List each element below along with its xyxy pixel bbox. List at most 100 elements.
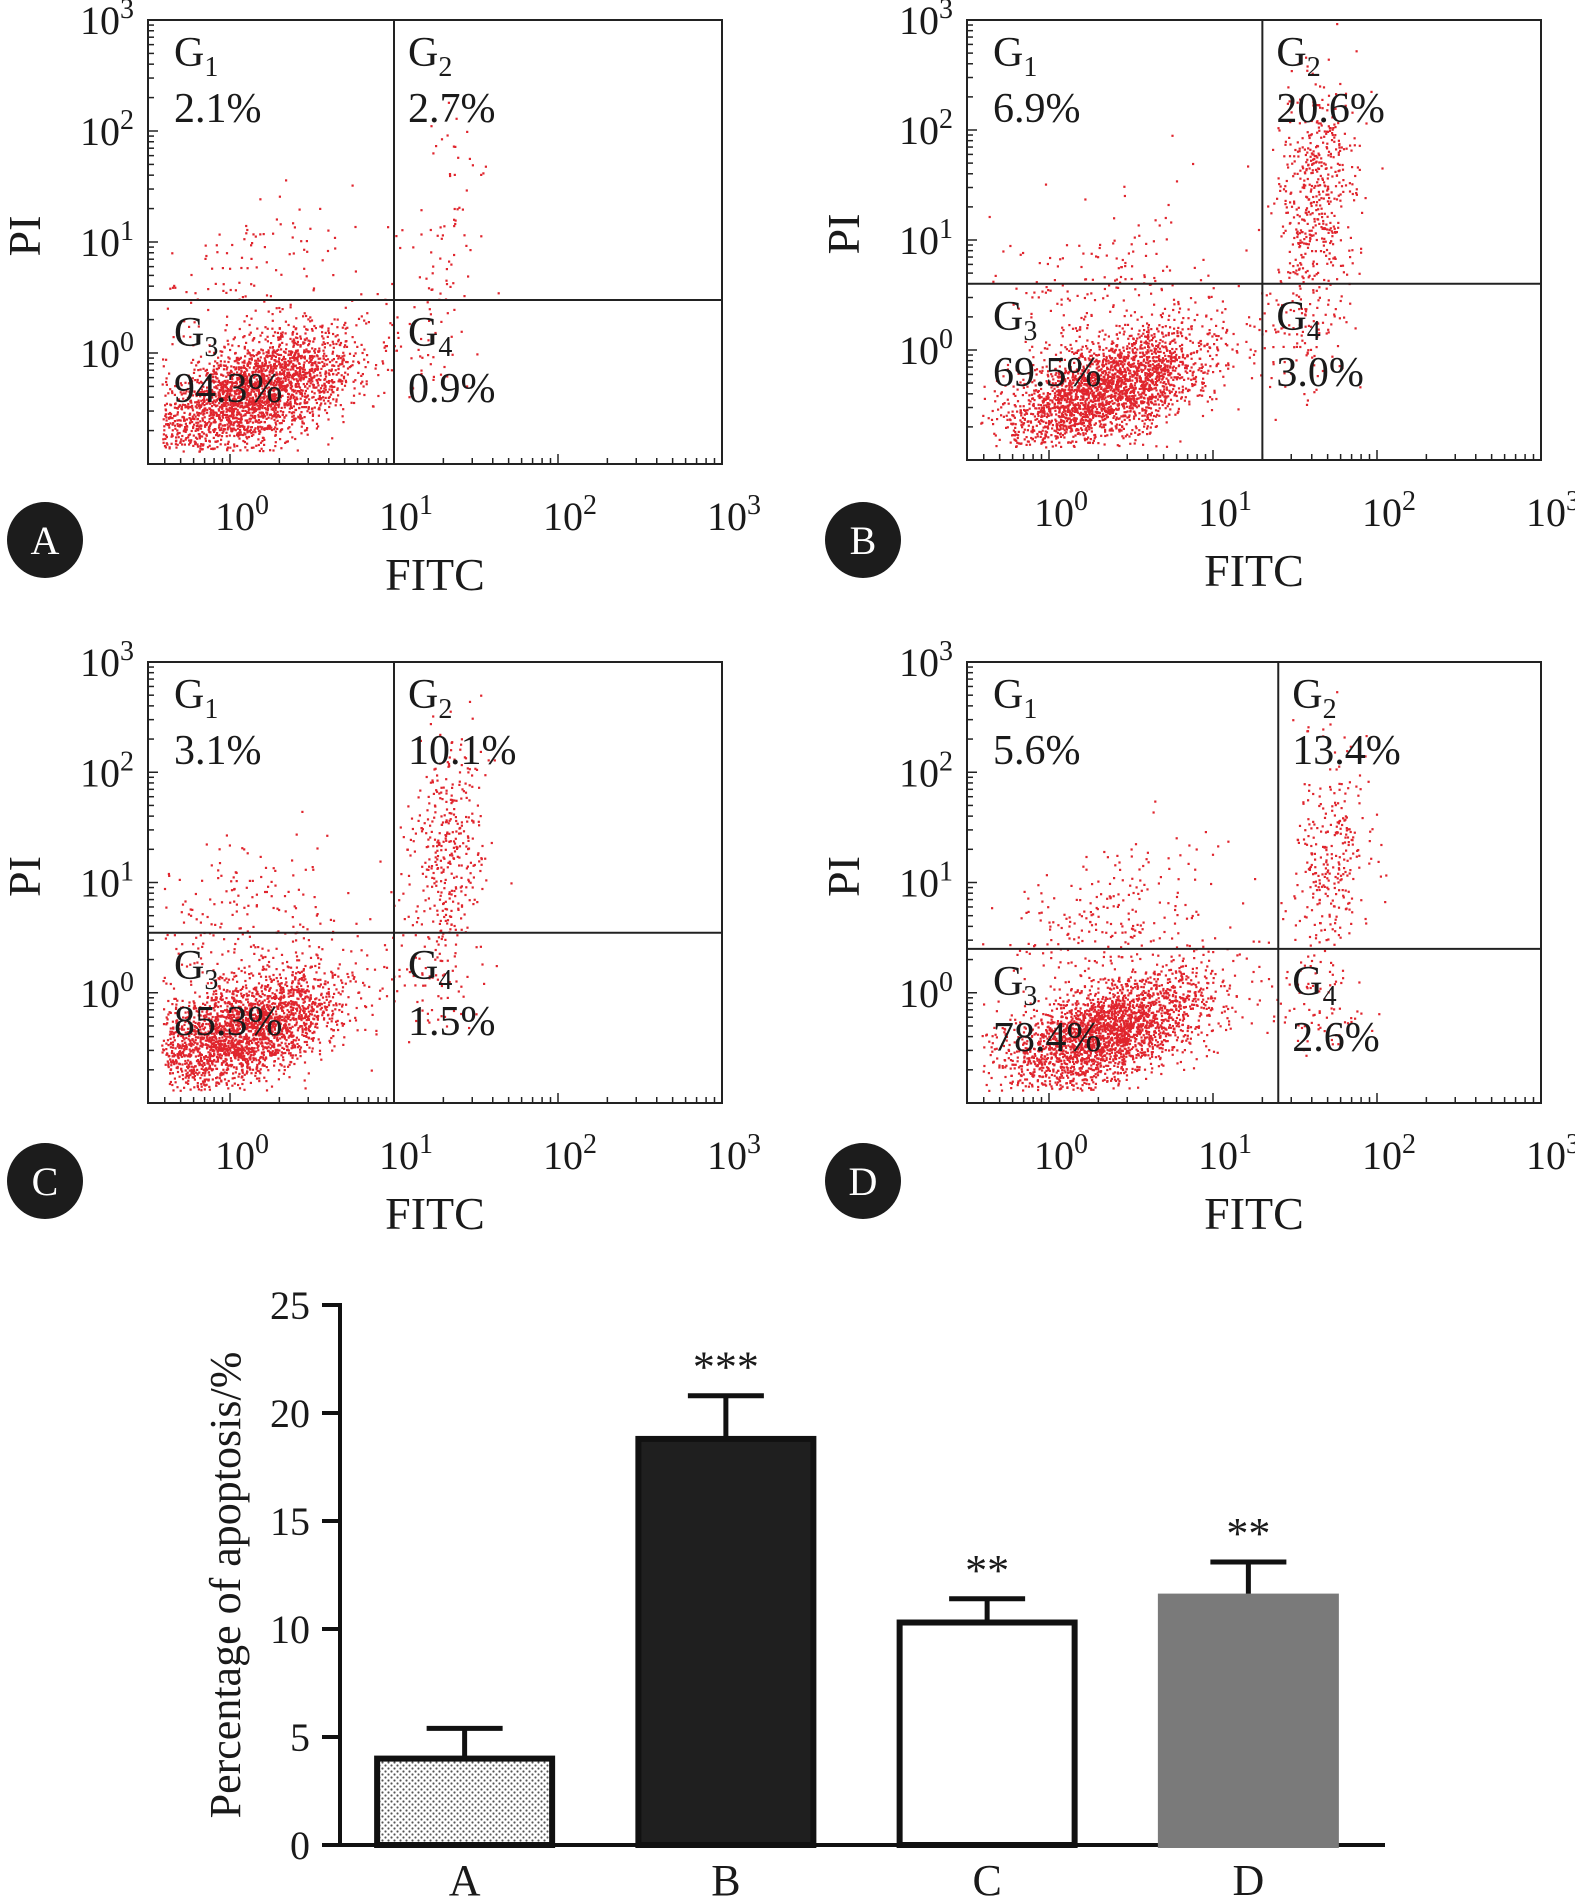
scatter-point [1154,403,1157,406]
scatter-point [257,389,260,392]
scatter-point [1226,344,1229,347]
scatter-point [1063,372,1067,375]
scatter-point [244,409,247,413]
scatter-point [311,410,314,413]
quadrant-percent: 0.9% [408,366,496,412]
scatter-point [1073,352,1076,355]
scatter-point [191,420,194,424]
scatter-point [303,248,306,251]
scatter-point [266,427,269,431]
scatter-point [1132,410,1135,413]
scatter-point [1147,403,1150,406]
scatter-point [342,375,346,378]
scatter-point [332,346,335,349]
scatter-point [991,409,994,413]
scatter-point [1161,403,1164,407]
scatter-point [1222,375,1225,378]
scatter-point [1245,340,1248,343]
scatter-point [226,339,229,342]
scatter-point [180,405,183,408]
scatter-point [432,356,435,359]
scatter-point [1059,397,1062,400]
scatter-point [365,383,368,386]
scatter-point [1143,414,1146,417]
scatter-point [1108,354,1111,357]
scatter-point [279,223,282,226]
scatter-point [228,407,231,410]
scatter-point [1069,366,1072,369]
scatter-point [353,341,356,344]
scatter-point [196,378,199,381]
scatter-point [294,370,297,373]
scatter-point [300,425,303,428]
scatter-point [431,272,434,275]
scatter-point [385,345,388,348]
scatter-point [1118,423,1121,426]
scatter-point [1066,408,1070,412]
scatter-point [240,388,243,391]
scatter-point [1075,396,1078,399]
scatter-point [1205,315,1208,318]
scatter-point [375,364,378,367]
scatter-point [243,396,246,399]
scatter-point [258,371,261,374]
scatter-point [1171,403,1174,406]
scatter-point [1150,422,1153,425]
scatter-point [1091,363,1094,366]
scatter-point [230,389,233,392]
scatter-point [343,345,346,349]
scatter-point [218,233,221,236]
scatter-point [257,427,260,430]
scatter-point [282,410,285,414]
scatter-point [271,351,274,355]
scatter-point [1031,425,1035,428]
scatter-point [266,409,269,412]
scatter-point [1039,409,1042,412]
scatter-point [300,240,303,243]
scatter-point [1203,344,1206,347]
scatter-point [1089,387,1092,390]
scatter-point [1072,424,1076,427]
scatter-point [363,348,366,351]
scatter-point [1101,363,1104,366]
scatter-point [252,349,255,352]
scatter-point [1092,385,1095,388]
scatter-point [302,342,305,345]
scatter-point [1067,418,1070,421]
scatter-point [996,418,999,421]
scatter-point [280,428,283,431]
scatter-point [244,385,247,388]
scatter-point [248,397,251,400]
scatter-point [1038,407,1041,410]
scatter-point [214,380,217,383]
scatter-point [235,404,239,407]
scatter-point [1125,423,1128,426]
scatter-point [226,371,229,374]
scatter-point [220,419,223,422]
scatter-point [226,379,229,382]
scatter-point [261,426,264,429]
scatter-point [348,352,352,355]
scatter-point [408,396,411,399]
scatter-point [1152,395,1155,399]
scatter-point [222,413,225,416]
scatter-point [243,347,246,350]
scatter-point [357,362,361,365]
scatter-point [376,293,379,296]
scatter-point [1110,387,1113,390]
scatter-point [1168,392,1172,395]
scatter-point [244,374,247,377]
scatter-point [1014,426,1017,429]
scatter-point [328,388,331,391]
scatter-point [308,340,312,343]
scatter-point [1081,345,1084,348]
scatter-point [238,424,241,427]
scatter-point [1110,433,1113,436]
scatter-point [1155,360,1158,363]
scatter-point [179,423,182,426]
scatter-point [224,402,227,405]
scatter-point [273,418,276,421]
scatter-point [1017,372,1020,375]
scatter-point [1014,433,1017,436]
scatter-point [217,414,220,417]
